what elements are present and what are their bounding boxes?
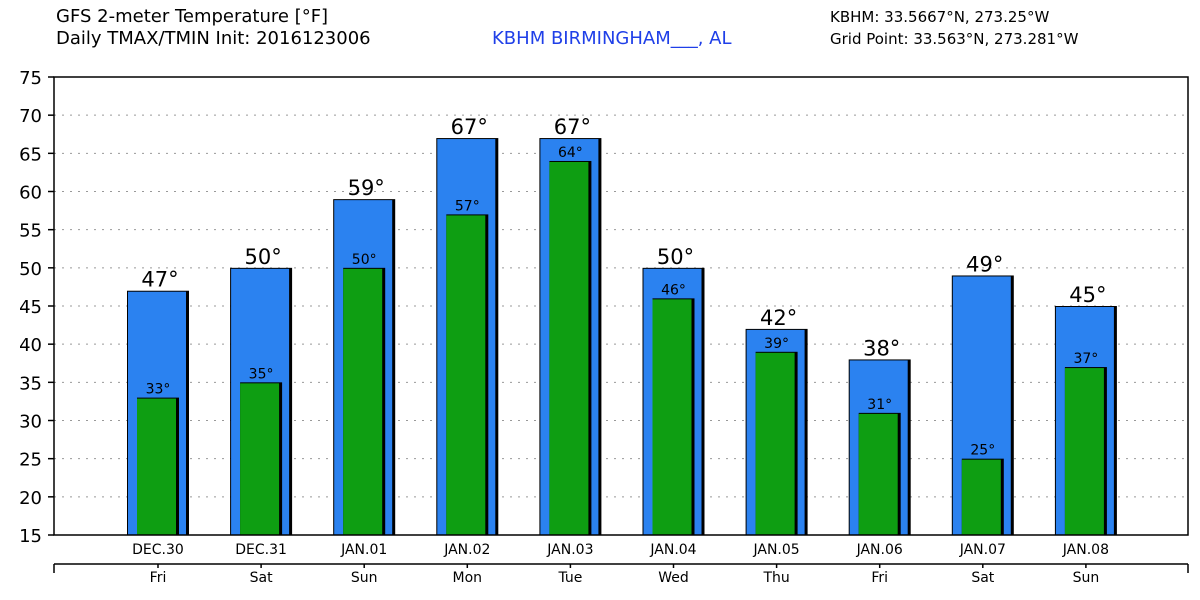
plot-frame — [53, 76, 1189, 536]
x-weekday-label: Fri — [150, 570, 167, 586]
x-tick-label: DEC.30 — [132, 542, 184, 558]
x-weekday-label: Wed — [658, 570, 689, 586]
tmin-bar — [446, 215, 486, 535]
tmin-bar — [652, 299, 692, 535]
chart-subtitle: Daily TMAX/TMIN Init: 2016123006 — [56, 28, 371, 49]
tmin-label: 46° — [661, 282, 686, 298]
station-name: KBHM BIRMINGHAM___, AL — [492, 28, 732, 49]
tmax-label: 49° — [966, 252, 1003, 276]
y-tick-label: 65 — [19, 144, 42, 165]
tmax-label: 45° — [1069, 283, 1106, 307]
tmax-label: 50° — [244, 245, 281, 269]
y-tick-label: 15 — [19, 526, 42, 547]
x-tick-label: JAN.02 — [443, 542, 490, 558]
y-tick-label: 55 — [19, 221, 42, 242]
x-tick-label: JAN.07 — [959, 542, 1006, 558]
x-weekday-label: Mon — [453, 570, 483, 586]
y-tick-label: 25 — [19, 450, 42, 471]
tmin-bar — [137, 398, 176, 535]
tmin-label: 50° — [352, 252, 377, 268]
y-tick-label: 35 — [19, 373, 42, 394]
y-tick-label: 75 — [19, 68, 42, 89]
tmax-label: 67° — [554, 115, 591, 139]
x-tick-label: DEC.31 — [235, 542, 287, 558]
y-tick-label: 45 — [19, 297, 42, 318]
tmax-label: 59° — [348, 176, 385, 200]
y-tick-label: 20 — [19, 488, 42, 509]
tmin-label: 39° — [764, 336, 789, 352]
tmin-label: 64° — [558, 145, 583, 161]
tmin-label: 31° — [867, 397, 892, 413]
y-tick-label: 40 — [19, 335, 42, 356]
tmin-label: 57° — [455, 198, 480, 214]
station-coordinates: KBHM: 33.5667°N, 273.25°W — [830, 8, 1050, 26]
tmax-label: 67° — [451, 115, 488, 139]
tmin-bar — [755, 352, 795, 535]
x-weekday-label: Sun — [1073, 570, 1100, 586]
x-tick-label: JAN.08 — [1062, 542, 1109, 558]
tmin-label: 25° — [970, 443, 995, 459]
tmin-bar — [1064, 368, 1104, 535]
tmin-bar — [858, 413, 898, 535]
tmin-bar — [343, 268, 383, 535]
grid-point-coordinates: Grid Point: 33.563°N, 273.281°W — [830, 30, 1079, 48]
x-weekday-label: Sat — [971, 570, 994, 586]
y-tick-label: 70 — [19, 106, 42, 127]
x-tick-label: JAN.01 — [340, 542, 387, 558]
tmin-bar — [549, 161, 589, 535]
x-weekday-label: Sun — [351, 570, 378, 586]
tmax-label: 38° — [863, 336, 900, 360]
tmin-label: 37° — [1073, 351, 1098, 367]
x-tick-label: JAN.04 — [649, 542, 696, 558]
chart-title: GFS 2-meter Temperature [°F] — [56, 6, 329, 27]
y-tick-label: 50 — [19, 259, 42, 280]
tmin-bar — [240, 383, 280, 535]
tmax-label: 47° — [141, 268, 178, 292]
y-tick-label: 60 — [19, 183, 42, 204]
x-tick-label: JAN.05 — [752, 542, 799, 558]
tmin-bar — [961, 459, 1001, 535]
tmax-label: 50° — [657, 245, 694, 269]
x-weekday-label: Sat — [250, 570, 273, 586]
x-weekday-label: Thu — [762, 570, 789, 586]
x-weekday-label: Fri — [871, 570, 888, 586]
tmax-label: 42° — [760, 306, 797, 330]
x-tick-label: JAN.03 — [546, 542, 593, 558]
tmin-label: 35° — [249, 366, 274, 382]
y-tick-label: 30 — [19, 412, 42, 433]
x-tick-label: JAN.06 — [856, 542, 903, 558]
x-weekday-label: Tue — [557, 570, 582, 586]
tmin-label: 33° — [146, 382, 171, 398]
